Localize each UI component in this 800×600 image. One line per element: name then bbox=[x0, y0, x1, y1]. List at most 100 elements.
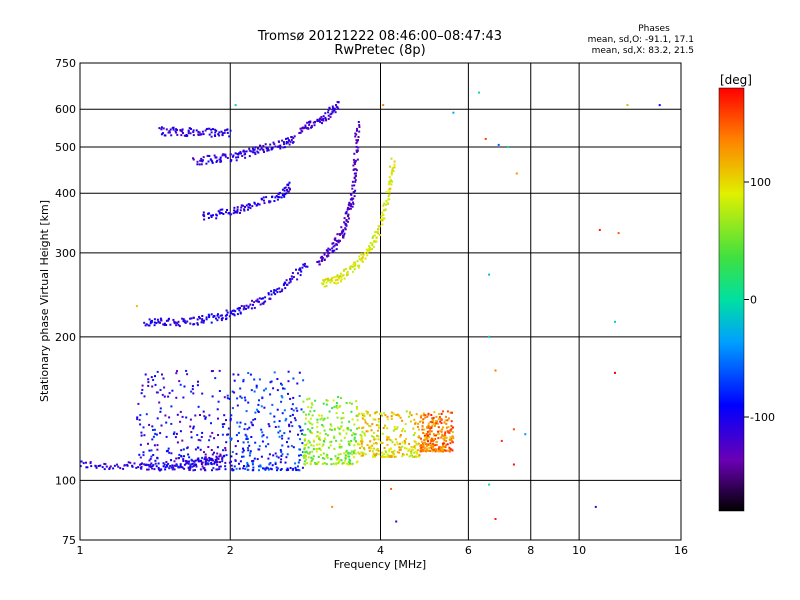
data-point bbox=[310, 402, 313, 405]
data-point bbox=[357, 451, 360, 454]
data-point bbox=[239, 212, 241, 214]
data-point bbox=[306, 121, 309, 124]
data-point bbox=[227, 433, 230, 436]
y-tick-label: 600 bbox=[55, 103, 76, 116]
data-point bbox=[209, 457, 212, 460]
data-point bbox=[290, 139, 293, 141]
data-point bbox=[440, 430, 443, 433]
data-point bbox=[323, 252, 326, 255]
data-point bbox=[422, 418, 425, 421]
data-point bbox=[273, 415, 276, 418]
data-point bbox=[97, 465, 100, 467]
data-point bbox=[220, 319, 223, 322]
data-point bbox=[340, 439, 343, 442]
data-point bbox=[155, 465, 158, 468]
data-point bbox=[422, 412, 425, 415]
data-point bbox=[337, 426, 339, 429]
data-point bbox=[296, 409, 299, 412]
y-tick-label: 300 bbox=[55, 247, 76, 260]
data-point bbox=[322, 118, 325, 120]
data-point bbox=[349, 266, 352, 269]
data-point bbox=[333, 244, 336, 247]
data-point bbox=[415, 413, 418, 416]
data-point bbox=[280, 290, 283, 293]
data-point bbox=[200, 461, 203, 464]
data-point bbox=[319, 448, 322, 451]
data-point bbox=[267, 468, 270, 471]
data-point bbox=[226, 209, 228, 211]
data-point bbox=[158, 401, 161, 404]
data-point bbox=[284, 419, 287, 422]
data-point bbox=[191, 385, 194, 388]
data-point bbox=[444, 431, 447, 434]
data-point bbox=[336, 274, 339, 277]
data-point bbox=[299, 438, 301, 441]
data-point bbox=[351, 180, 354, 183]
x-tick-label: 8 bbox=[527, 544, 534, 557]
data-point bbox=[348, 455, 351, 458]
data-point bbox=[167, 131, 170, 134]
data-point bbox=[208, 127, 211, 130]
data-point bbox=[281, 434, 284, 437]
data-point bbox=[360, 451, 363, 454]
data-point bbox=[443, 421, 446, 424]
data-point bbox=[326, 250, 329, 253]
data-point bbox=[243, 305, 246, 308]
data-point bbox=[109, 465, 112, 468]
data-point bbox=[297, 465, 299, 468]
data-point bbox=[207, 313, 210, 316]
data-point bbox=[247, 306, 250, 309]
data-point bbox=[179, 464, 182, 467]
data-point bbox=[245, 307, 247, 310]
data-point bbox=[299, 429, 302, 432]
data-point bbox=[225, 454, 228, 457]
data-point bbox=[392, 170, 395, 172]
data-point bbox=[242, 455, 245, 458]
data-point bbox=[391, 441, 394, 444]
data-point bbox=[197, 130, 200, 133]
data-point bbox=[437, 426, 440, 429]
data-point bbox=[440, 448, 443, 451]
data-point bbox=[276, 291, 279, 294]
data-point bbox=[175, 324, 178, 327]
data-point bbox=[361, 416, 364, 419]
data-point bbox=[452, 437, 455, 440]
data-point bbox=[352, 158, 355, 161]
data-point bbox=[203, 451, 205, 454]
colorbar-tick-label: 0 bbox=[750, 294, 757, 307]
data-point bbox=[347, 440, 350, 443]
data-point bbox=[355, 414, 358, 417]
data-point bbox=[320, 116, 323, 118]
data-point bbox=[319, 439, 322, 441]
data-point bbox=[201, 315, 204, 317]
data-point bbox=[200, 463, 203, 466]
data-point bbox=[341, 230, 344, 233]
data-point bbox=[360, 252, 363, 255]
data-point bbox=[440, 436, 443, 439]
data-point bbox=[399, 446, 402, 449]
data-point bbox=[290, 421, 293, 424]
data-point bbox=[331, 505, 334, 508]
data-point bbox=[303, 454, 306, 457]
data-point bbox=[160, 319, 163, 322]
data-point bbox=[208, 133, 211, 136]
data-point bbox=[388, 182, 391, 185]
data-point bbox=[439, 450, 442, 453]
data-point bbox=[355, 400, 358, 403]
data-point bbox=[341, 462, 344, 465]
data-point bbox=[256, 408, 258, 411]
data-point bbox=[446, 419, 449, 422]
data-point bbox=[362, 426, 365, 429]
data-point bbox=[272, 141, 275, 144]
data-point bbox=[158, 469, 161, 472]
data-point bbox=[338, 443, 341, 446]
data-point bbox=[349, 193, 352, 196]
data-point bbox=[325, 403, 328, 406]
data-point bbox=[182, 396, 185, 399]
data-point bbox=[248, 454, 251, 457]
data-point bbox=[326, 434, 329, 437]
data-point bbox=[247, 305, 250, 308]
data-point bbox=[323, 440, 326, 443]
data-point bbox=[223, 396, 226, 399]
data-point bbox=[218, 390, 221, 392]
